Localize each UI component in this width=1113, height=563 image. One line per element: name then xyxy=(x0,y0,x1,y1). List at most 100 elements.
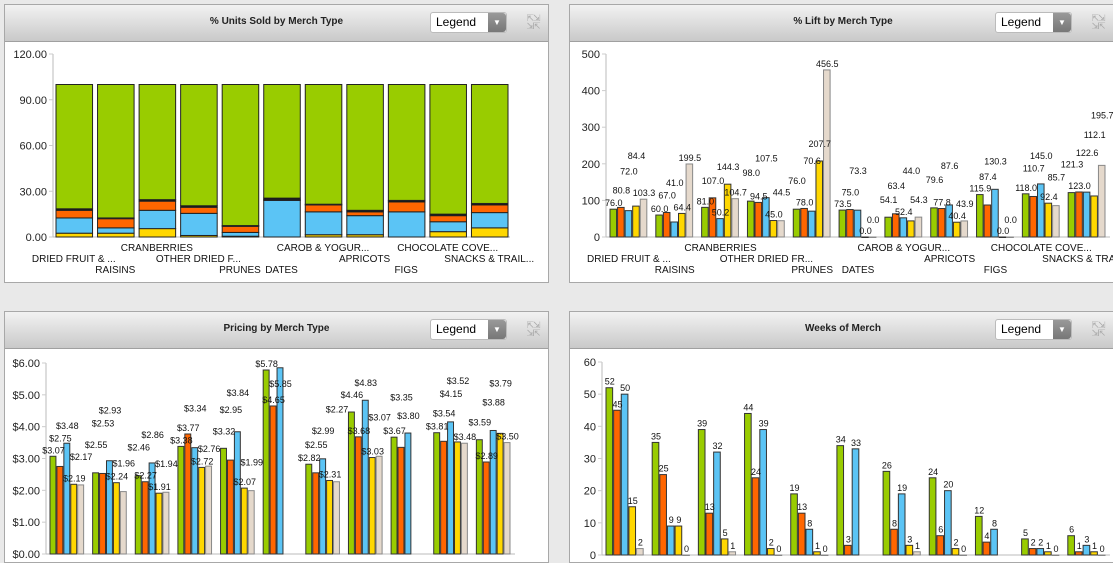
legend-dropdown[interactable]: Legend ▼ xyxy=(995,319,1072,340)
bar xyxy=(628,506,637,556)
bar xyxy=(905,544,914,556)
category-label: CRANBERRIES xyxy=(684,243,757,254)
bar xyxy=(347,411,355,555)
chart-svg: 0 100 200 300 400 500 DRIED FRUIT & ...RAISINS… xyxy=(582,49,1113,276)
data-label: 1 xyxy=(815,541,820,551)
legend-dropdown-label: Legend xyxy=(1001,15,1042,29)
bar xyxy=(112,482,120,555)
bar xyxy=(155,492,163,555)
data-label: 456.5 xyxy=(816,59,839,69)
category-label: CAROB & YOGUR... xyxy=(858,243,951,254)
maximize-icon[interactable]: ⇱⇲ ⇲⇱ xyxy=(526,320,540,338)
legend-dropdown[interactable]: Legend ▼ xyxy=(430,12,507,33)
bar xyxy=(1036,548,1045,556)
data-label: 52 xyxy=(605,377,615,387)
data-label: 60.0 xyxy=(651,204,669,214)
chart-svg: 0.00 30.00 60.00 90.00 120.00 DRIED FRUIT & .… xyxy=(13,49,534,276)
bar-segment xyxy=(55,217,94,234)
legend-dropdown[interactable]: Legend ▼ xyxy=(430,319,507,340)
y-tick-label: $6.00 xyxy=(12,358,40,370)
data-label: $2.27 xyxy=(134,471,157,481)
bar-segment xyxy=(221,225,260,233)
bar xyxy=(1090,551,1098,556)
bar xyxy=(762,197,770,238)
data-label: 19 xyxy=(790,483,800,493)
bar xyxy=(937,208,946,238)
panel-pricing: Pricing by Merch Type Legend ▼ ⇱⇲ ⇲⇱ $0.00 $… xyxy=(4,311,549,563)
data-label: $3.68 xyxy=(348,426,371,436)
data-label: $4.65 xyxy=(262,395,285,405)
bar xyxy=(1029,195,1037,238)
data-label: 35 xyxy=(651,431,661,441)
data-label: $3.67 xyxy=(383,426,406,436)
bar xyxy=(489,429,497,555)
bar-segment xyxy=(180,206,218,214)
chevron-down-icon: ▼ xyxy=(1053,13,1071,32)
data-label: $5.85 xyxy=(269,379,292,389)
bar xyxy=(482,461,490,555)
y-tick-label: 20 xyxy=(584,486,596,498)
bar-segment xyxy=(470,227,509,238)
bar xyxy=(70,483,78,555)
y-tick-label: 0 xyxy=(590,550,596,562)
data-label: 5 xyxy=(1023,528,1028,538)
data-label: $2.72 xyxy=(191,456,214,466)
bar xyxy=(440,440,448,555)
data-label: $2.82 xyxy=(298,453,321,463)
bar-segment xyxy=(429,221,467,233)
y-tick-label: $2.00 xyxy=(12,485,40,497)
data-label: 94.5 xyxy=(750,191,768,201)
data-label: 81.0 xyxy=(697,196,715,206)
bar xyxy=(1044,202,1053,238)
bar xyxy=(682,554,690,556)
category-label: FIGS xyxy=(394,265,418,276)
category-label: CAROB & YOGUR... xyxy=(277,243,370,254)
data-label: 72.0 xyxy=(620,167,638,177)
data-label: 118.0 xyxy=(1015,183,1037,193)
bar xyxy=(63,442,71,555)
maximize-icon[interactable]: ⇱⇲ ⇲⇱ xyxy=(1091,13,1105,31)
category-label: DATES xyxy=(265,265,298,276)
y-tick-label: $1.00 xyxy=(12,517,40,529)
bar xyxy=(1075,191,1083,238)
data-label: $2.17 xyxy=(70,452,93,462)
bar xyxy=(1067,535,1075,556)
maximize-icon[interactable]: ⇱⇲ ⇲⇱ xyxy=(1091,320,1105,338)
bar xyxy=(820,554,829,556)
legend-dropdown[interactable]: Legend ▼ xyxy=(995,12,1072,33)
bar-segment xyxy=(221,84,260,227)
bar xyxy=(397,446,405,555)
bar-segment xyxy=(138,209,177,230)
maximize-icon[interactable]: ⇱⇲ ⇲⇱ xyxy=(526,13,540,31)
bar-segment xyxy=(346,84,384,211)
bar xyxy=(846,209,854,238)
data-label: $3.52 xyxy=(447,376,470,386)
data-label: 24 xyxy=(928,467,938,477)
data-label: 80.8 xyxy=(613,185,631,195)
data-label: $2.07 xyxy=(234,477,257,487)
data-label: $2.75 xyxy=(49,433,72,443)
data-label: $3.54 xyxy=(433,408,456,418)
data-label: 24 xyxy=(751,467,761,477)
y-tick-label: 50 xyxy=(584,389,596,401)
bar xyxy=(609,208,618,238)
data-label: 1 xyxy=(730,541,735,551)
bar xyxy=(447,421,455,555)
bar-segment xyxy=(387,211,426,238)
bar xyxy=(685,163,694,238)
bar-segment xyxy=(304,204,343,213)
bar xyxy=(390,436,398,555)
bar xyxy=(744,412,752,556)
bar xyxy=(617,206,625,238)
data-label: 2 xyxy=(953,538,958,548)
bar xyxy=(49,455,57,555)
data-label: 34 xyxy=(836,435,846,445)
category-label: DRIED FRUIT & ... xyxy=(32,254,116,265)
bar-segment xyxy=(97,227,135,234)
data-label: 0.0 xyxy=(997,226,1010,236)
bar xyxy=(723,183,732,238)
bar xyxy=(774,554,783,556)
data-label: 39 xyxy=(697,419,707,429)
bar xyxy=(454,441,461,555)
chart-title: Pricing by Merch Type xyxy=(223,323,330,334)
